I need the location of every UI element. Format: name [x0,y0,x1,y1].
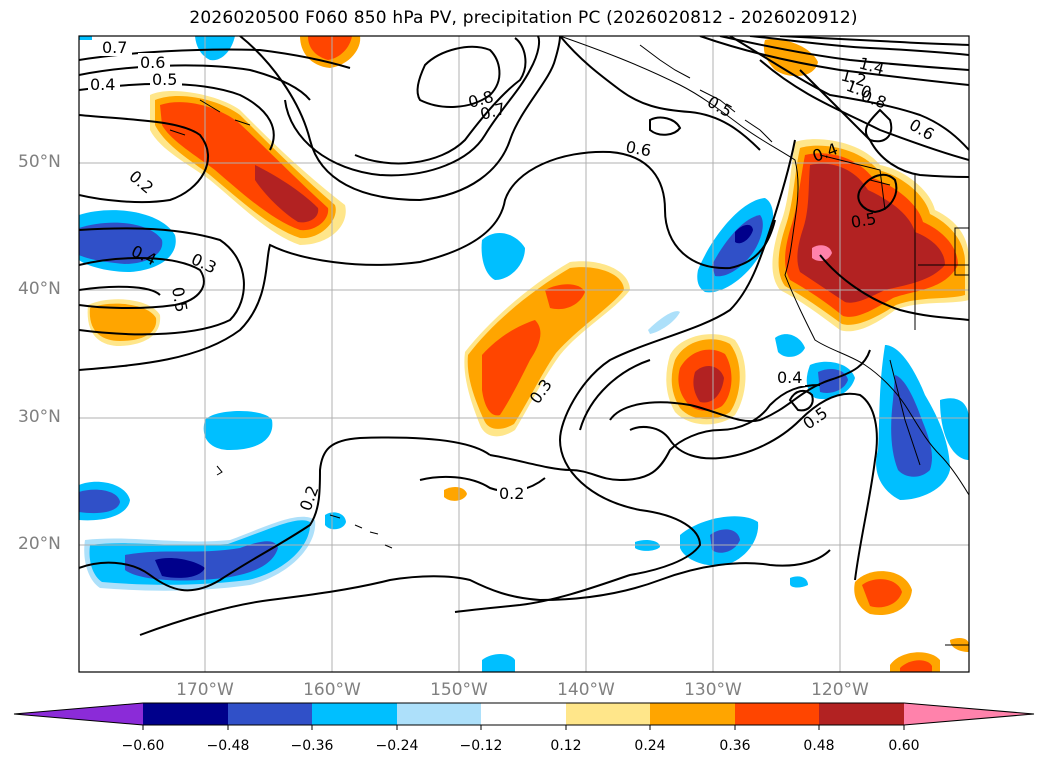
lon-label: 120°W [811,680,869,700]
lat-label: 40°N [18,279,61,299]
graticule [79,36,969,672]
colorbar-tick-label: 0.60 [888,738,920,754]
colorbar-tick-label: −0.48 [206,738,250,754]
contour-label: 0.4 [777,368,802,387]
map-title: 2026020500 F060 850 hPa PV, precipitatio… [189,8,858,28]
lon-label: 150°W [430,680,488,700]
contour-label: 0.5 [152,70,177,89]
colorbar-tick-label: −0.24 [375,738,419,754]
contour-label: 0.2 [296,483,323,513]
colorbar-tick-label: 0.36 [719,738,751,754]
contour-label: 0.8 [859,86,889,113]
lon-label: 140°W [557,680,615,700]
precip-shading [79,36,969,672]
pv-contours [79,36,969,636]
contour-label: 0.6 [140,53,165,72]
contour-label: 0.2 [125,167,157,198]
contour-label: 0.5 [849,209,877,232]
lat-label: 50°N [18,152,61,172]
coastlines [169,36,969,646]
colorbar [13,702,1035,730]
colorbar-tick-label: −0.12 [459,738,503,754]
colorbar-tick-label: 0.12 [550,738,582,754]
lon-label: 160°W [303,680,361,700]
lat-label: 20°N [18,534,61,554]
contour-label: 0.5 [799,403,831,433]
contour-label: 0.5 [168,285,191,313]
lon-label: 170°W [176,680,234,700]
contour-label: 0.4 [90,75,115,94]
lon-label: 130°W [684,680,742,700]
contour-label: 0.5 [704,92,736,121]
plot-frame [78,35,970,673]
contour-label: 0.6 [906,115,938,144]
contour-label: 0.6 [624,137,652,160]
colorbar-tick-label: −0.36 [290,738,334,754]
colorbar-tick-label: −0.60 [121,738,165,754]
colorbar-tick-label: 0.48 [803,738,835,754]
contour-label: 0.7 [102,38,127,57]
contour-label: 0.2 [499,484,524,503]
lat-label: 30°N [18,407,61,427]
colorbar-extend-low [14,703,143,725]
contour-label: 0.3 [188,249,219,277]
colorbar-extend-high [904,703,1034,725]
colorbar-tick-label: 0.24 [634,738,666,754]
